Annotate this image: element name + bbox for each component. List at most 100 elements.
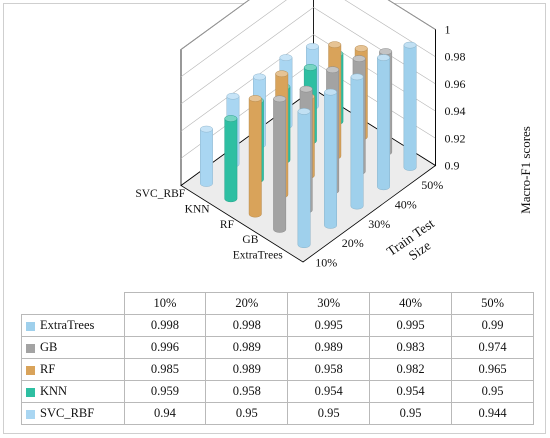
bar-top — [299, 85, 313, 93]
table-row: SVC_RBF 0.94 0.95 0.95 0.95 0.944 — [21, 402, 534, 425]
legend-swatch — [26, 343, 35, 353]
bar-top — [306, 43, 319, 50]
bar-cylinder — [403, 41, 417, 171]
bar-cylinder — [324, 88, 337, 229]
x-tick-label: 50% — [421, 178, 443, 192]
table-cell: 0.959 — [123, 380, 207, 403]
table-row: GB 0.996 0.989 0.989 0.983 0.974 — [21, 336, 534, 359]
z-tick-label: 1 — [445, 23, 451, 37]
z-tick-label: 0.96 — [445, 77, 466, 91]
data-table: 10% 20% 30% 40% 50% ExtraTrees 0.998 0.998 0.995… — [21, 292, 534, 425]
table-cell: 0.985 — [123, 358, 207, 381]
gridline — [180, 34, 436, 132]
table-cell: 0.954 — [287, 380, 371, 403]
bar-top — [354, 45, 368, 52]
series-label: KNN — [185, 203, 211, 215]
bar-body — [200, 128, 213, 187]
x-tick-label: 10% — [315, 255, 337, 269]
bar-top — [248, 95, 262, 102]
gridline — [180, 0, 436, 77]
bar-top — [224, 115, 238, 122]
table-corner — [21, 292, 125, 315]
legend-swatch — [26, 387, 35, 397]
table-cell: 0.989 — [205, 336, 289, 359]
table-cell: 0.974 — [451, 336, 534, 359]
table-row-label: GB — [21, 336, 125, 359]
table-column-header: 40% — [369, 292, 453, 315]
x-tick-label: 20% — [342, 236, 364, 250]
series-label: ExtraTrees — [233, 249, 284, 261]
bar-body — [273, 98, 287, 233]
table-column-header: 20% — [205, 292, 289, 315]
table-cell: 0.958 — [205, 380, 289, 403]
x-axis-title: Train TestSize — [384, 215, 446, 272]
table-cell: 0.95 — [451, 380, 534, 403]
bar-top — [352, 55, 366, 62]
table-cell: 0.989 — [287, 336, 371, 359]
legend-label: ExtraTrees — [40, 318, 95, 332]
z-tick-label: 0.9 — [445, 159, 460, 173]
bar-top — [297, 108, 311, 115]
bar-top — [403, 41, 417, 49]
legend-swatch — [26, 321, 35, 331]
legend-label: RF — [40, 362, 56, 376]
table-cell: 0.958 — [287, 358, 371, 381]
legend-swatch — [26, 409, 35, 419]
table-column-header: 30% — [287, 292, 371, 315]
bar-top — [328, 41, 342, 49]
table-cell: 0.983 — [369, 336, 453, 359]
series-label: RF — [220, 219, 234, 231]
bar-cylinder — [224, 115, 238, 203]
bar-cylinder — [350, 73, 364, 210]
legend-label: SVC_RBF — [40, 406, 95, 420]
bar-top — [303, 64, 317, 71]
table-cell: 0.944 — [451, 402, 534, 425]
gridline — [180, 0, 436, 50]
bar-top — [273, 95, 287, 103]
bar-body — [248, 98, 262, 218]
table-header-row: 10% 20% 30% 40% 50% — [21, 292, 534, 315]
table-cell: 0.954 — [369, 380, 453, 403]
legend-swatch — [26, 365, 35, 375]
table-row-label: KNN — [21, 380, 125, 403]
table-column-header: 10% — [123, 292, 207, 315]
bar-top — [350, 73, 364, 81]
table-column-header: 50% — [451, 292, 534, 315]
table-cell: 0.95 — [205, 402, 289, 425]
series-label: GB — [242, 234, 258, 246]
x-tick-label: 30% — [368, 217, 390, 231]
table-row: ExtraTrees 0.998 0.998 0.995 0.995 0.99 — [21, 314, 534, 337]
gridline — [180, 7, 436, 105]
table-cell: 0.996 — [123, 336, 207, 359]
table-cell: 0.998 — [123, 314, 207, 337]
bar-cylinder — [297, 108, 311, 249]
bar-cylinder — [273, 95, 287, 233]
bar-top — [379, 48, 393, 55]
table-cell: 0.965 — [451, 358, 534, 381]
table-row-label: ExtraTrees — [21, 314, 125, 337]
bar-cylinder — [248, 95, 262, 218]
bar-top — [377, 54, 390, 61]
table-cell: 0.989 — [205, 358, 289, 381]
bar-top — [200, 125, 213, 133]
table-cell: 0.95 — [369, 402, 453, 425]
bar-body — [297, 111, 311, 249]
z-axis-title: Macro-F1 scores — [518, 126, 533, 214]
series-label: SVC_RBF — [135, 188, 185, 200]
z-tick-label: 0.94 — [445, 104, 466, 118]
bar-body — [224, 118, 238, 203]
bar-body — [403, 44, 417, 171]
bar-cylinder — [377, 54, 390, 191]
bar-top — [324, 88, 337, 96]
legend-label: KNN — [40, 384, 68, 398]
bar-cylinder — [200, 125, 213, 187]
bar-body — [324, 91, 337, 229]
table-row-label: SVC_RBF — [21, 402, 125, 425]
table-cell: 0.94 — [123, 402, 207, 425]
bar-top — [253, 73, 266, 81]
bar-body — [350, 76, 364, 210]
table-row: RF 0.985 0.989 0.958 0.982 0.965 — [21, 358, 534, 381]
bar-top — [326, 66, 340, 74]
bar-top — [226, 92, 240, 100]
bar-top — [279, 54, 293, 61]
